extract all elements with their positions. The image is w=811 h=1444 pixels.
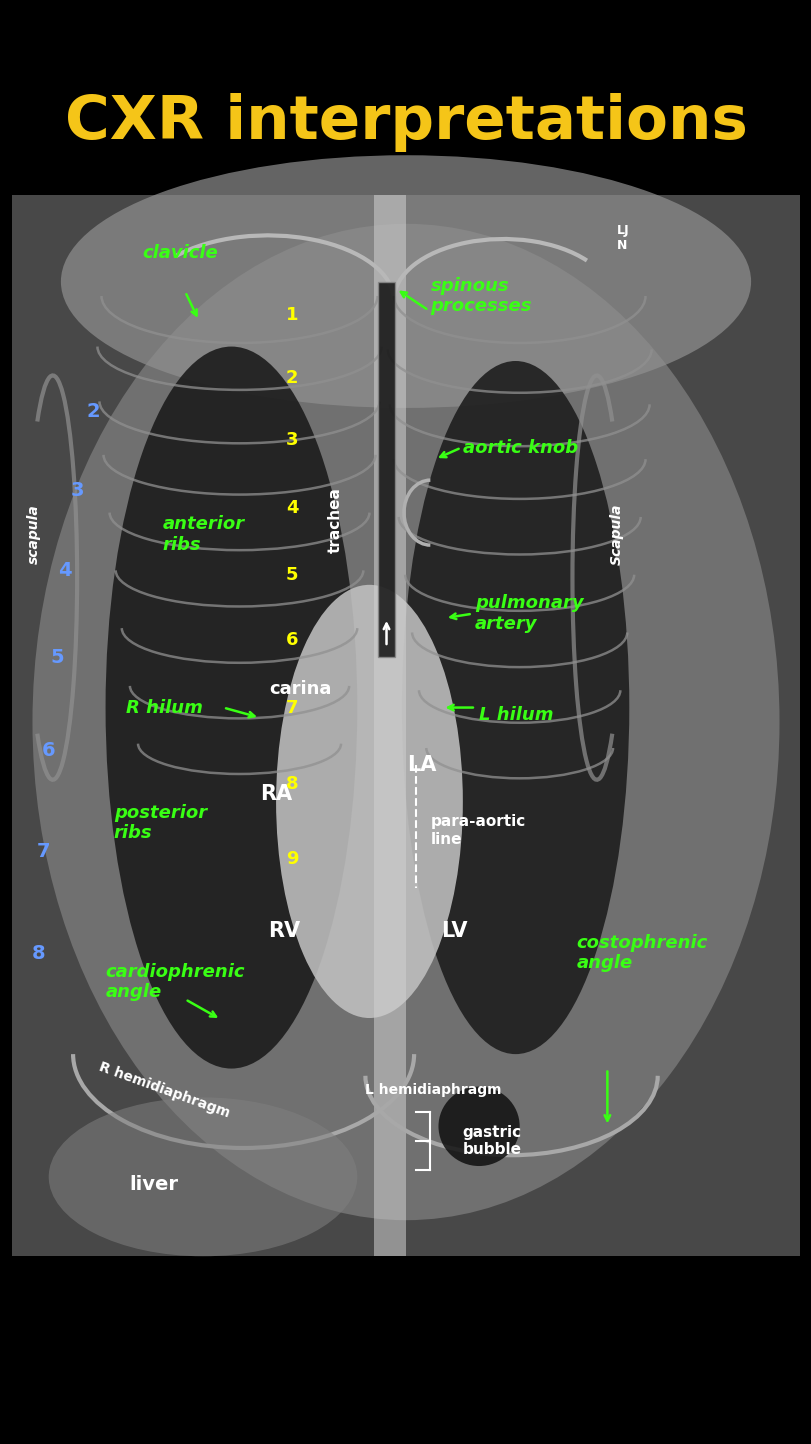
Text: liver: liver [130, 1174, 178, 1194]
Text: 2: 2 [285, 370, 298, 387]
Text: cardiophrenic
angle: cardiophrenic angle [105, 963, 245, 1001]
Text: pulmonary
artery: pulmonary artery [474, 595, 583, 632]
Bar [377, 282, 395, 657]
Text: 7: 7 [285, 699, 298, 716]
Text: aortic knob: aortic knob [462, 439, 577, 456]
Text: scapula: scapula [27, 504, 41, 565]
Ellipse shape [401, 361, 629, 1054]
Text: clavicle: clavicle [142, 244, 217, 261]
Text: Scapula: Scapula [609, 504, 624, 565]
Text: carina: carina [269, 680, 331, 697]
Text: anterior
ribs: anterior ribs [162, 516, 244, 553]
Ellipse shape [105, 347, 357, 1069]
Text: 9: 9 [285, 851, 298, 868]
Text: L hilum: L hilum [478, 706, 553, 723]
Text: 8: 8 [32, 943, 45, 963]
Text: L hemidiaphragm: L hemidiaphragm [365, 1083, 501, 1097]
Text: 2: 2 [87, 401, 100, 422]
Ellipse shape [61, 156, 750, 407]
Text: para-aortic
line: para-aortic line [430, 814, 525, 846]
Text: R hilum: R hilum [126, 699, 203, 716]
Text: R hemidiaphragm: R hemidiaphragm [97, 1060, 232, 1121]
Text: 6: 6 [42, 741, 55, 761]
Text: 7: 7 [36, 842, 49, 862]
Text: CXR interpretations: CXR interpretations [65, 94, 746, 152]
Text: RA: RA [260, 784, 292, 804]
Text: LJ
N: LJ N [616, 224, 629, 253]
Ellipse shape [32, 224, 779, 1220]
Text: RV: RV [268, 921, 300, 941]
Text: LV: LV [441, 921, 467, 941]
Text: 1: 1 [285, 306, 298, 323]
Ellipse shape [49, 1097, 357, 1256]
Text: gastric
bubble: gastric bubble [462, 1125, 521, 1157]
Bar [373, 195, 406, 1256]
Ellipse shape [276, 585, 462, 1018]
Text: 5: 5 [50, 647, 63, 667]
Text: 3: 3 [285, 432, 298, 449]
Text: costophrenic
angle: costophrenic angle [576, 934, 707, 972]
Text: 8: 8 [285, 775, 298, 793]
Text: posterior
ribs: posterior ribs [114, 804, 207, 842]
Text: 3: 3 [71, 481, 84, 501]
Text: LA: LA [407, 755, 436, 775]
Text: 6: 6 [285, 631, 298, 648]
Text: spinous
processes: spinous processes [430, 277, 531, 315]
Text: 4: 4 [285, 500, 298, 517]
Text: 5: 5 [285, 566, 298, 583]
Bar [12, 195, 799, 1256]
Text: 4: 4 [58, 560, 71, 580]
Text: trachea: trachea [328, 487, 342, 553]
Ellipse shape [438, 1086, 519, 1165]
